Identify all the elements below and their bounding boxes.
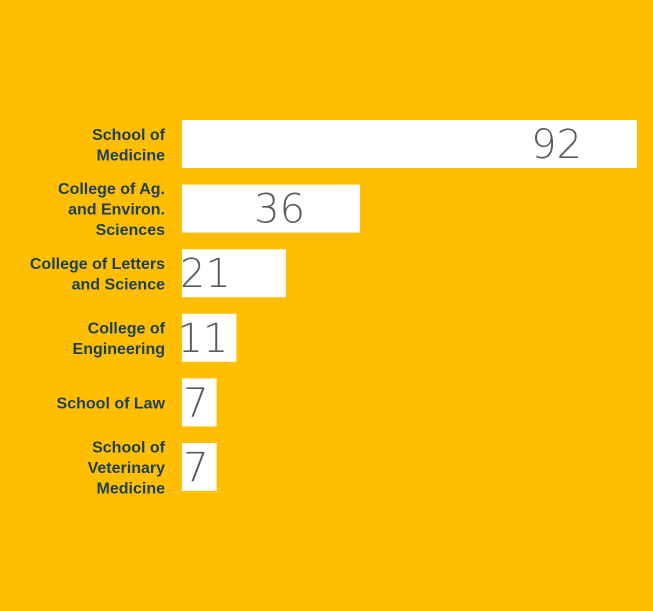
category-label-5-line-0: School of bbox=[92, 440, 166, 457]
category-label-0-line-0: School of bbox=[92, 127, 166, 144]
category-label-2-line-0: College of Letters bbox=[30, 256, 165, 273]
category-label-1-line-0: College of Ag. bbox=[58, 181, 165, 198]
category-label-5-line-1: Veterinary bbox=[88, 460, 165, 477]
value-label-5: 7 bbox=[183, 445, 208, 491]
bar-4 bbox=[182, 378, 217, 427]
value-label-1: 36 bbox=[254, 187, 305, 233]
category-label-2-line-1: and Science bbox=[72, 276, 165, 293]
category-label-3: College of Engineering bbox=[73, 321, 166, 359]
category-label-0: School of Medicine bbox=[92, 127, 166, 165]
category-label-5-line-2: Medicine bbox=[97, 481, 166, 498]
category-label-0-line-1: Medicine bbox=[97, 147, 166, 164]
bar-2 bbox=[182, 249, 286, 298]
bar-1 bbox=[182, 184, 361, 233]
value-label-0: 92 bbox=[531, 122, 582, 168]
bars-group bbox=[182, 120, 637, 491]
value-label-3: 11 bbox=[177, 316, 228, 362]
category-label-1: College of Ag. and Environ. Sciences bbox=[58, 181, 165, 239]
category-label-1-line-1: and Environ. bbox=[68, 202, 165, 219]
bar-3 bbox=[182, 313, 237, 362]
bar-5 bbox=[182, 443, 217, 491]
category-label-4-line-0: School of Law bbox=[57, 395, 166, 412]
category-label-1-line-2: Sciences bbox=[96, 222, 165, 239]
category-label-2: College of Letters and Science bbox=[30, 256, 165, 294]
category-label-3-line-1: Engineering bbox=[73, 341, 165, 358]
value-label-2: 21 bbox=[180, 251, 231, 297]
category-labels-group: School of Medicine College of Ag. and Envir… bbox=[30, 127, 166, 498]
category-label-4: School of Law bbox=[57, 395, 166, 412]
bar-0 bbox=[182, 120, 637, 168]
category-label-5: School of Veterinary Medicine bbox=[88, 440, 166, 498]
value-label-4: 7 bbox=[183, 380, 208, 426]
value-labels-group: 92 36 21 11 7 7 bbox=[177, 122, 582, 491]
category-label-3-line-0: College of bbox=[88, 321, 166, 338]
